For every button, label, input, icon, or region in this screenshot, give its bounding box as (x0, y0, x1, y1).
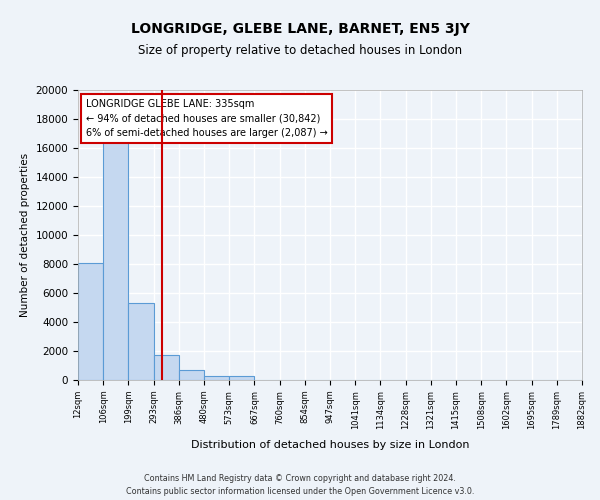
Text: LONGRIDGE GLEBE LANE: 335sqm
← 94% of detached houses are smaller (30,842)
6% of: LONGRIDGE GLEBE LANE: 335sqm ← 94% of de… (86, 98, 328, 138)
Bar (103, 140, 128, 380)
Text: Size of property relative to detached houses in London: Size of property relative to detached ho… (138, 44, 462, 57)
Bar (229, 376, 254, 380)
X-axis label: Distribution of detached houses by size in London: Distribution of detached houses by size … (191, 440, 469, 450)
Text: Contains public sector information licensed under the Open Government Licence v3: Contains public sector information licen… (126, 487, 474, 496)
Bar (128, 303, 154, 380)
Bar (179, 370, 204, 380)
Y-axis label: Number of detached properties: Number of detached properties (20, 153, 30, 317)
Text: Contains HM Land Registry data © Crown copyright and database right 2024.: Contains HM Land Registry data © Crown c… (144, 474, 456, 483)
Bar (78, 262, 103, 380)
Text: LONGRIDGE, GLEBE LANE, BARNET, EN5 3JY: LONGRIDGE, GLEBE LANE, BARNET, EN5 3JY (131, 22, 469, 36)
Bar (154, 354, 179, 380)
Bar (204, 376, 229, 380)
